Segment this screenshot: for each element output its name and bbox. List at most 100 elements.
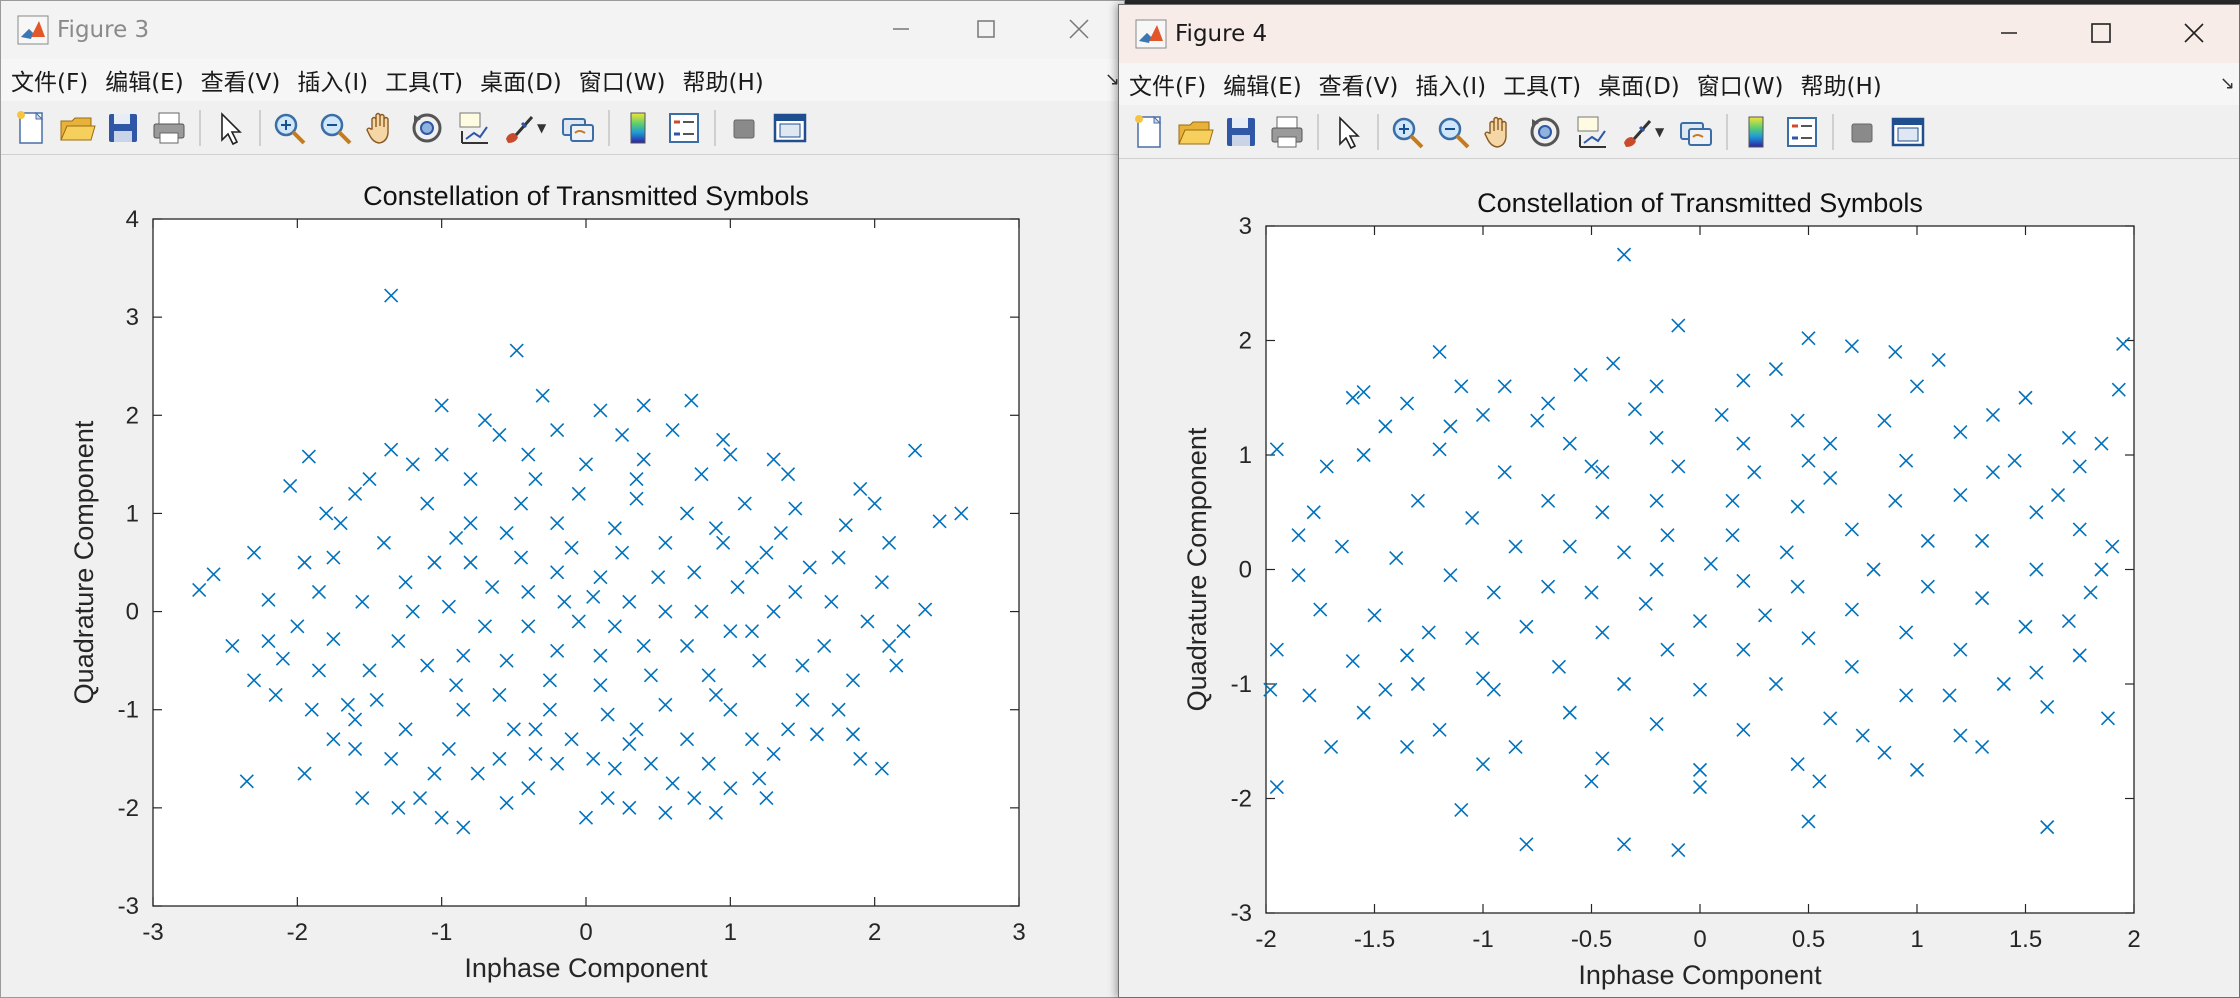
maximize-button[interactable] <box>2071 13 2131 53</box>
legend-button[interactable] <box>664 108 704 148</box>
data-point-marker <box>578 810 594 825</box>
data-point-marker <box>1823 470 1838 485</box>
rotate-3d-button[interactable] <box>1525 112 1565 152</box>
colorbar-button[interactable] <box>618 108 658 148</box>
menu-help[interactable]: 帮助(H) <box>682 70 764 96</box>
rotate-3d-button[interactable] <box>407 108 447 148</box>
menu-view[interactable]: 查看(V) <box>1318 74 1399 100</box>
data-point-marker <box>1627 402 1642 417</box>
hide-plot-tools-button[interactable] <box>724 108 764 148</box>
save-button[interactable] <box>1221 112 1261 152</box>
menu-edit[interactable]: 编辑(E) <box>1223 74 1302 100</box>
data-point-marker <box>759 790 774 806</box>
data-point-marker <box>1595 465 1610 480</box>
y-tick-label: 0 <box>1239 557 1252 584</box>
menu-insert[interactable]: 插入(I) <box>1415 74 1487 100</box>
menu-desktop[interactable]: 桌面(D) <box>1598 74 1680 100</box>
data-point-marker <box>246 673 262 688</box>
data-point-marker <box>1562 436 1577 451</box>
save-button[interactable] <box>103 108 143 148</box>
data-point-marker <box>1660 642 1675 657</box>
data-point-marker <box>694 604 709 619</box>
pan-hand-button[interactable] <box>361 108 401 148</box>
zoom-out-button[interactable] <box>315 108 355 148</box>
pan-hand-button[interactable] <box>1479 112 1519 152</box>
new-figure-button[interactable] <box>1129 112 1169 152</box>
data-tips-button[interactable] <box>453 108 493 148</box>
brush-button[interactable] <box>1617 112 1657 152</box>
data-point-marker <box>1291 528 1306 543</box>
menu-window[interactable]: 窗口(W) <box>578 70 666 96</box>
data-point-marker <box>499 525 514 541</box>
link-plot-button[interactable] <box>558 108 598 148</box>
data-point-marker <box>550 422 565 438</box>
menu-window[interactable]: 窗口(W) <box>1696 74 1784 100</box>
x-tick-label: -3 <box>142 919 163 946</box>
menu-edit[interactable]: 编辑(E) <box>105 70 184 96</box>
menu-file[interactable]: 文件(F) <box>11 70 89 96</box>
save-icon <box>109 113 137 142</box>
select-pointer-button[interactable] <box>209 108 249 148</box>
zoom-out-icon <box>1438 117 1470 148</box>
print-button[interactable] <box>1267 112 1307 152</box>
colorbar-button[interactable] <box>1736 112 1776 152</box>
menu-help[interactable]: 帮助(H) <box>1800 74 1882 100</box>
menu-tools[interactable]: 工具(T) <box>385 70 464 96</box>
data-point-marker <box>607 619 622 634</box>
data-tips-button[interactable] <box>1571 112 1611 152</box>
menu-tools[interactable]: 工具(T) <box>1503 74 1582 100</box>
brush-button[interactable] <box>499 108 539 148</box>
dock-arrow-icon[interactable]: ↘ <box>1104 69 1120 90</box>
x-tick-label: 0 <box>1693 926 1706 953</box>
data-point-marker <box>355 594 370 609</box>
data-point-marker <box>1671 842 1686 858</box>
menu-file[interactable]: 文件(F) <box>1129 74 1207 100</box>
data-point-marker <box>499 795 514 811</box>
show-plot-tools-button[interactable] <box>1888 112 1928 152</box>
data-point-marker <box>1758 608 1773 623</box>
brush-dropdown-icon[interactable]: ▼ <box>1655 124 1665 139</box>
data-point-marker <box>1530 413 1545 428</box>
open-file-button[interactable] <box>1175 112 1215 152</box>
data-point-marker <box>593 678 608 693</box>
data-point-marker <box>831 550 846 565</box>
data-point-marker <box>1313 602 1328 617</box>
title-bar[interactable]: Figure 3 <box>1 1 1124 59</box>
data-point-marker <box>1399 648 1415 663</box>
dock-arrow-icon[interactable]: ↘ <box>2219 73 2235 94</box>
data-point-marker <box>744 560 760 575</box>
show-plot-tools-button[interactable] <box>770 108 810 148</box>
data-point-marker <box>362 472 377 487</box>
data-tips-icon <box>1577 116 1606 148</box>
menu-view[interactable]: 查看(V) <box>200 70 281 96</box>
menu-desktop[interactable]: 桌面(D) <box>480 70 562 96</box>
close-button[interactable] <box>2164 13 2224 53</box>
data-point-marker <box>283 478 298 494</box>
open-file-button[interactable] <box>57 108 97 148</box>
legend-button[interactable] <box>1782 112 1822 152</box>
figure-3-window[interactable]: Figure 3 文件(F) 编辑(E) 查看(V) 插入(I) 工具(T) 桌… <box>0 0 1125 998</box>
zoom-out-button[interactable] <box>1433 112 1473 152</box>
zoom-in-button[interactable] <box>1387 112 1427 152</box>
x-axis-label: Inphase Component <box>464 953 708 983</box>
zoom-in-button[interactable] <box>269 108 309 148</box>
scatter-chart[interactable]: Constellation of Transmitted Symbols -3 -2… <box>1 156 1124 998</box>
select-pointer-button[interactable] <box>1327 112 1367 152</box>
window-title: Figure 4 <box>1175 21 1268 47</box>
brush-dropdown-icon[interactable]: ▼ <box>537 120 547 135</box>
minimize-button[interactable] <box>1979 13 2039 53</box>
hide-plot-tools-button[interactable] <box>1842 112 1882 152</box>
data-point-marker <box>1975 591 1990 606</box>
print-button[interactable] <box>149 108 189 148</box>
menu-insert[interactable]: 插入(I) <box>297 70 369 96</box>
title-bar[interactable]: Figure 4 <box>1119 5 2239 63</box>
scatter-chart[interactable]: Constellation of Transmitted Symbols -2 -1… <box>1119 160 2239 998</box>
data-point-marker <box>420 496 435 511</box>
link-plot-button[interactable] <box>1676 112 1716 152</box>
minimize-button[interactable] <box>871 9 931 49</box>
close-button[interactable] <box>1049 9 1109 49</box>
new-figure-button[interactable] <box>11 108 51 148</box>
figure-4-window[interactable]: Figure 4 文件(F) 编辑(E) 查看(V) 插入(I) 工具(T) 桌… <box>1118 4 2240 998</box>
maximize-button[interactable] <box>956 9 1016 49</box>
y-tick-label: 2 <box>126 402 139 429</box>
